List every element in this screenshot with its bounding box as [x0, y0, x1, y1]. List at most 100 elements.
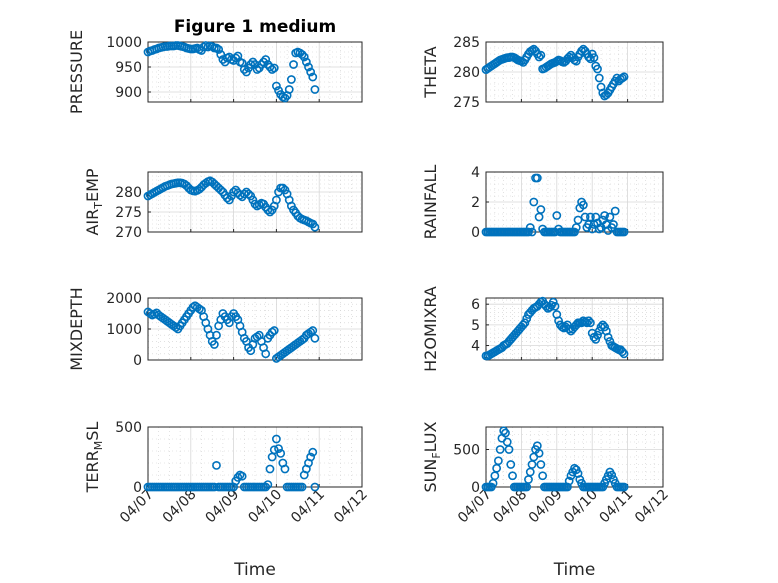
y-axis-label: PRESSURE: [67, 30, 86, 114]
data-point: [263, 60, 273, 69]
data-point: [263, 205, 273, 215]
data-point: [520, 318, 530, 328]
data-point: [194, 304, 204, 314]
data-point: [536, 50, 546, 60]
axes-frame: [485, 426, 664, 488]
data-point: [261, 55, 271, 64]
y-tick-label: 275: [453, 95, 480, 111]
data-point: [552, 211, 562, 220]
data-point: [214, 45, 224, 54]
data-point: [259, 57, 268, 67]
data-point: [504, 445, 514, 454]
data-point: [564, 324, 574, 334]
data-point: [529, 197, 539, 207]
data-point: [280, 464, 290, 474]
data-point: [301, 57, 311, 67]
y-tick-label: 4: [471, 165, 480, 181]
data-point: [571, 56, 581, 66]
data-point: [495, 445, 505, 454]
data-point: [308, 447, 318, 457]
y-tick-label: 900: [115, 85, 142, 101]
data-point: [222, 193, 232, 203]
data-point: [308, 72, 318, 82]
data-point: [593, 330, 602, 340]
data-point: [538, 471, 548, 481]
axes-frame: [147, 171, 363, 233]
y-tick-label: 285: [453, 35, 480, 51]
y-tick-label: 280: [115, 185, 142, 201]
data-point: [280, 93, 290, 103]
data-point: [308, 326, 318, 335]
data-point: [310, 222, 320, 232]
data-point: [284, 85, 294, 94]
data-point: [261, 482, 271, 492]
y-tick-label: 2000: [106, 291, 142, 307]
x-tick-label: 04/09: [526, 487, 566, 527]
data-point: [299, 52, 309, 62]
data-point: [297, 335, 307, 345]
data-point: [216, 185, 226, 195]
data-point: [276, 448, 286, 458]
chart-pressure: 900 950 1000 PRESSURE Figure 1 medium: [67, 17, 363, 114]
data-point: [536, 205, 546, 214]
data-point: [532, 173, 542, 183]
data-point: [271, 434, 281, 444]
axes-frame: [147, 41, 363, 103]
y-tick-label: 280: [453, 65, 480, 81]
y-tick-label: 5: [471, 318, 480, 334]
y-tick-label: 500: [115, 420, 142, 436]
x-tick-label: 04/11: [288, 487, 328, 527]
y-tick-label: 270: [115, 225, 142, 241]
chart-theta: 275 280 285 THETA: [421, 35, 664, 111]
data-point: [536, 460, 546, 469]
data-point: [524, 227, 533, 237]
y-axis-label: MIXDEPTH: [67, 287, 86, 370]
data-point: [508, 471, 517, 481]
y-axis-label: TERRMSL: [83, 422, 105, 494]
y-tick-label: 0: [133, 480, 142, 496]
data-point: [310, 333, 320, 343]
data-point: [310, 482, 320, 492]
y-axis-label: SUNFLUX: [421, 421, 443, 492]
chart-title: Figure 1 medium: [174, 17, 336, 37]
x-tick-label: 04/08: [490, 487, 530, 527]
y-axis-label: AIRTEMP: [83, 168, 105, 235]
data-point: [306, 452, 316, 462]
data-point: [297, 482, 307, 492]
data-point: [246, 60, 256, 69]
y-tick-label: 2: [471, 195, 480, 211]
data-point: [237, 471, 247, 481]
data-point: [271, 195, 281, 205]
data-point: [600, 211, 609, 220]
data-point: [297, 50, 307, 59]
data-point: [586, 318, 595, 328]
data-point: [550, 301, 560, 311]
y-tick-label: 6: [471, 297, 480, 313]
x-tick-label: 04/10: [245, 487, 285, 527]
data-point: [493, 456, 503, 466]
data-point: [589, 53, 599, 62]
data-point: [594, 73, 604, 83]
data-point: [534, 52, 544, 62]
data-point: [548, 297, 558, 307]
data-point: [506, 460, 516, 469]
data-point: [209, 340, 219, 349]
data-point: [261, 349, 271, 359]
data-point: [304, 62, 313, 72]
data-point: [586, 212, 595, 222]
data-point: [527, 227, 537, 237]
data-point: [573, 215, 583, 225]
chart-rainfall: 0 2 4 RAINFALL: [421, 165, 664, 241]
data-point: [525, 223, 535, 232]
data-point: [501, 428, 510, 438]
data-point: [499, 426, 509, 436]
y-axis-label: THETA: [421, 46, 440, 98]
x-tick-label: 04/12: [632, 487, 672, 527]
data-point: [580, 212, 590, 222]
data-point: [274, 444, 283, 453]
data-point: [212, 460, 221, 470]
y-tick-label: 500: [453, 443, 480, 459]
data-point: [269, 445, 279, 455]
x-tick-label: 04/12: [331, 487, 371, 527]
